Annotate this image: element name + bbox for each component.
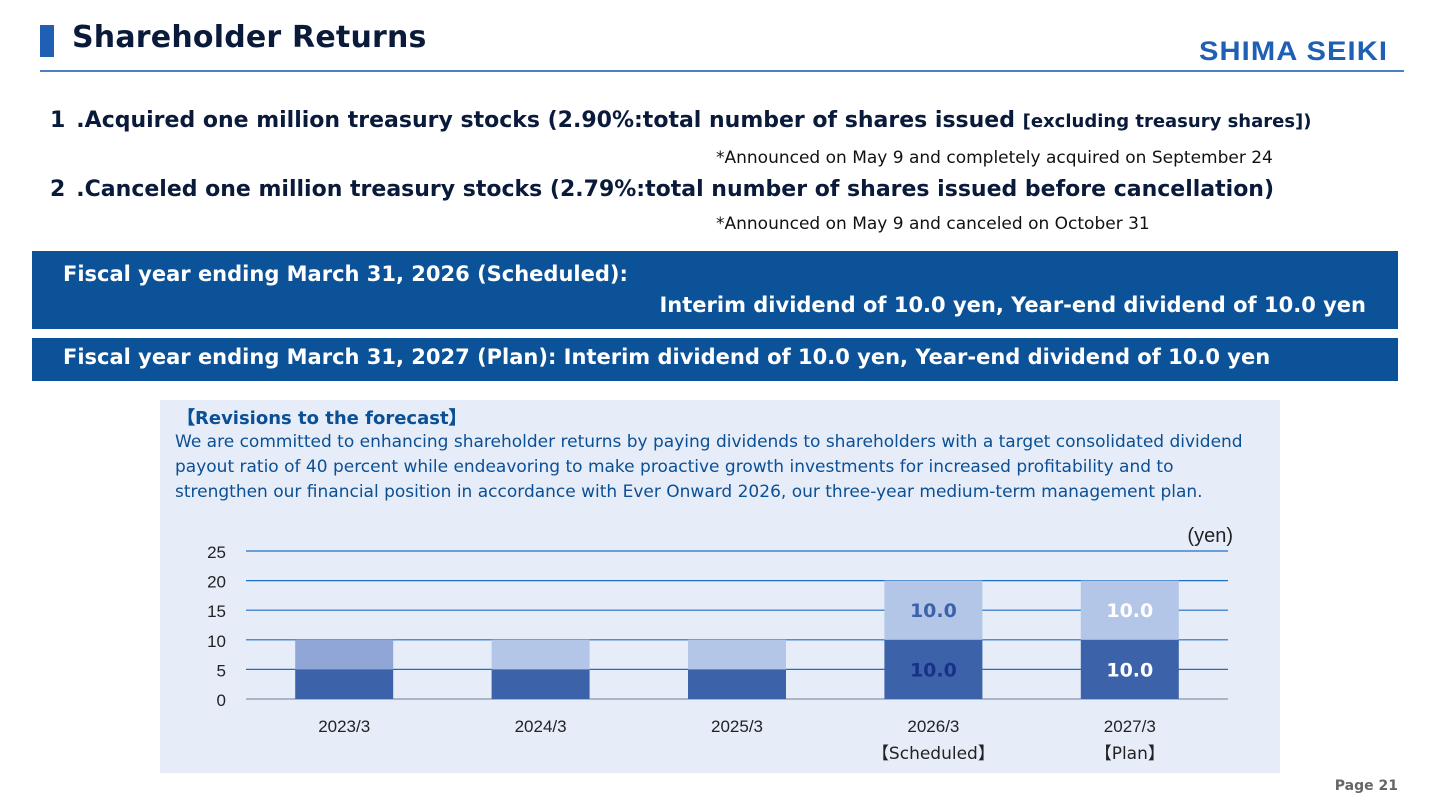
bar-segment <box>884 639 983 699</box>
y-tick-label: 15 <box>207 602 226 621</box>
y-unit-label: (yen) <box>1187 525 1233 547</box>
x-tick-label: 2023/3 <box>318 717 370 736</box>
banner-fy2026-dividend: Interim dividend of 10.0 yen, Year-end d… <box>659 293 1366 317</box>
revisions-heading: 【Revisions to the forecast】 <box>177 408 467 429</box>
dividend-chart: 0 5 10 15 20 25 (yen) 2023/3 2024/3 2025/3 10.0 10.… <box>207 525 1233 764</box>
y-tick-label: 10 <box>207 632 226 651</box>
data-label: 10.0 <box>910 659 957 681</box>
x-tick-label: 2025/3 <box>711 717 763 736</box>
data-label: 10.0 <box>910 600 957 622</box>
bar-segment <box>884 580 983 640</box>
note-acquired: *Announced on May 9 and completely acqui… <box>716 148 1273 168</box>
data-label: 10.0 <box>1106 600 1153 622</box>
bar-segment <box>1080 580 1179 640</box>
page-number: Page 21 <box>1334 778 1398 794</box>
item-acquired: 1 .Acquired one million treasury stocks … <box>50 108 1312 133</box>
bar-segment <box>295 669 394 699</box>
revisions-panel: 【Revisions to the forecast】 We are commi… <box>160 400 1280 773</box>
page-title: Shareholder Returns <box>72 20 427 55</box>
title-marker <box>40 25 54 57</box>
x-tick-sublabel: 【Plan】 <box>1095 744 1165 764</box>
banner-fy2026-heading: Fiscal year ending March 31, 2026 (Sched… <box>63 262 628 286</box>
item-acquired-text: 1 .Acquired one million treasury stocks … <box>50 108 1023 133</box>
bar-segment <box>491 639 590 670</box>
y-tick-label: 5 <box>217 661 226 680</box>
y-tick-label: 20 <box>207 573 226 592</box>
title-divider <box>40 70 1404 72</box>
y-tick-label: 25 <box>207 543 226 562</box>
bar-segment <box>1080 639 1179 699</box>
bar-segment <box>295 639 394 670</box>
item-acquired-qualifier: [excluding treasury shares]) <box>1022 111 1312 132</box>
x-tick-label: 2026/3 <box>907 717 959 736</box>
x-tick-label: 2024/3 <box>515 717 567 736</box>
note-canceled: *Announced on May 9 and canceled on Octo… <box>716 214 1150 234</box>
company-logo: SHIMA SEIKI <box>1198 36 1388 66</box>
item-canceled-text: 2 .Canceled one million treasury stocks … <box>50 177 1275 202</box>
bar-segment <box>688 639 786 670</box>
revisions-body: We are committed to enhancing shareholde… <box>175 432 1243 502</box>
x-tick-label: 2027/3 <box>1104 717 1156 736</box>
bar-segment <box>491 669 590 699</box>
x-tick-sublabel: 【Scheduled】 <box>872 744 995 764</box>
banner-fy2026: Fiscal year ending March 31, 2026 (Sched… <box>32 251 1398 329</box>
banner-fy2027: Fiscal year ending March 31, 2027 (Plan)… <box>32 338 1398 381</box>
y-tick-label: 0 <box>217 691 226 710</box>
item-canceled: 2 .Canceled one million treasury stocks … <box>50 177 1274 202</box>
bar-segment <box>688 669 786 699</box>
banner-fy2027-text: Fiscal year ending March 31, 2027 (Plan)… <box>63 345 1271 369</box>
data-label: 10.0 <box>1106 659 1153 681</box>
